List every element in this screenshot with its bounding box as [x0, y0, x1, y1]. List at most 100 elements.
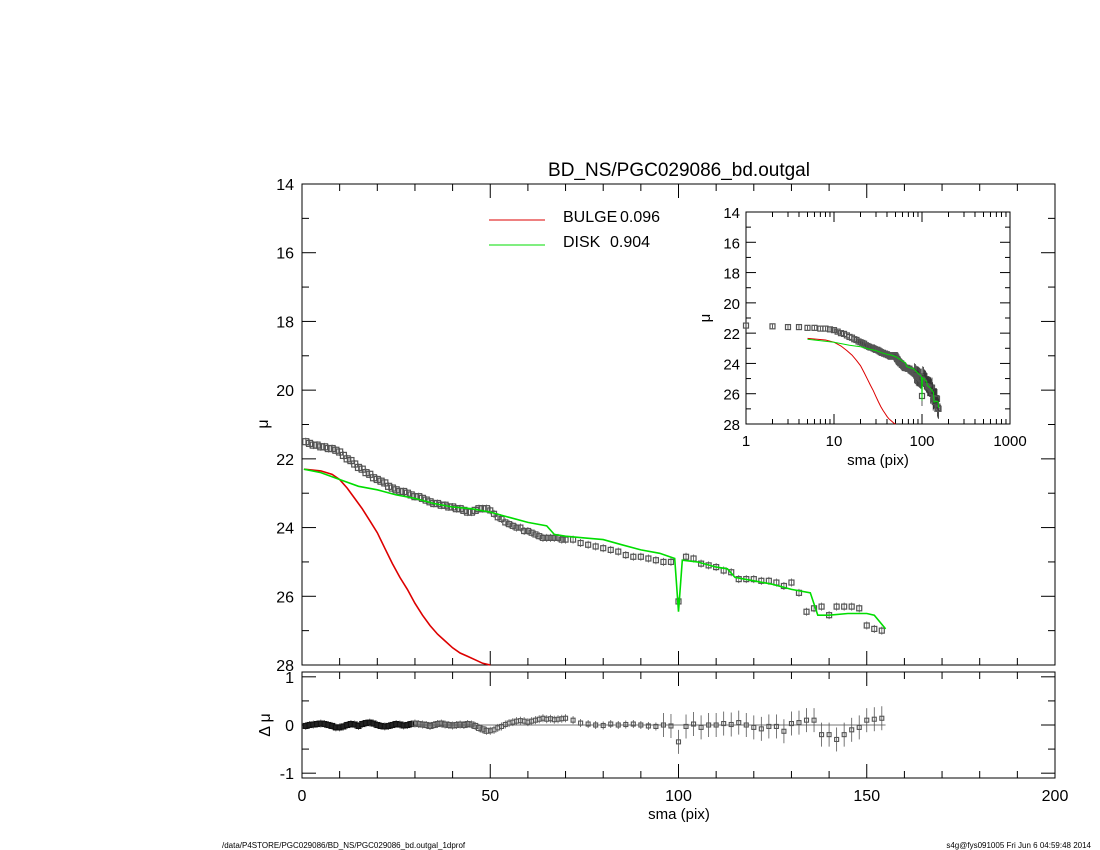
- data-point: [871, 625, 878, 633]
- residual-point: [683, 723, 689, 729]
- residual-point: [472, 722, 479, 730]
- residual-point: [453, 721, 460, 729]
- data-point: [645, 555, 652, 562]
- data-point: [788, 579, 795, 586]
- inset-ytick-label: 24: [723, 356, 740, 373]
- data-point: [328, 444, 336, 453]
- residual-point: [691, 721, 697, 727]
- data-point: [305, 439, 314, 447]
- residual-point: [600, 722, 606, 729]
- residual-point: [468, 721, 475, 728]
- data-point: [392, 486, 400, 494]
- data-point: [452, 505, 460, 513]
- residual-point: [460, 721, 467, 729]
- residual-ytick-label: 0: [285, 718, 294, 735]
- data-point: [630, 553, 637, 560]
- data-point: [502, 519, 509, 526]
- residual-point: [736, 720, 742, 726]
- data-point: [384, 482, 393, 490]
- residual-point: [819, 732, 825, 738]
- main-ytick-label: 28: [276, 658, 294, 675]
- inset-plot-frame: [745, 211, 1011, 425]
- inset-xtick-label: 1000: [993, 433, 1026, 450]
- residual-point: [438, 720, 445, 727]
- inset-ylabel: μ: [697, 314, 714, 323]
- data-point: [818, 603, 825, 610]
- residual-point: [411, 720, 419, 727]
- inset-ytick-label: 14: [723, 205, 740, 222]
- legend-disk-label: DISK: [563, 234, 601, 251]
- data-point: [354, 463, 363, 472]
- data-point: [539, 534, 547, 541]
- residual-point: [841, 732, 847, 738]
- data-point: [848, 603, 855, 610]
- residual-point: [445, 721, 452, 729]
- data-point: [758, 577, 765, 584]
- main-ytick-label: 14: [276, 177, 294, 194]
- data-point: [607, 546, 614, 554]
- data-point: [411, 493, 419, 501]
- residual-point: [479, 726, 486, 733]
- residual-point: [826, 732, 832, 738]
- residual-xtick-label: 100: [665, 788, 692, 805]
- main-ytick-label: 16: [276, 246, 294, 263]
- data-point: [320, 443, 329, 451]
- main-ytick-label: 20: [276, 383, 294, 400]
- data-point: [551, 534, 558, 541]
- residual-point: [442, 721, 449, 728]
- residual-point: [864, 717, 870, 723]
- main-ytick-label: 22: [276, 452, 294, 469]
- residual-point: [483, 727, 490, 734]
- main-ytick-label: 26: [276, 589, 294, 606]
- data-point: [682, 553, 690, 560]
- residual-point: [879, 715, 885, 721]
- data-point: [343, 455, 351, 463]
- residual-point: [408, 720, 415, 728]
- footer-path: /data/P4STORE/PGC029086/BD_NS/PGC029086_…: [222, 841, 466, 850]
- residual-point: [630, 721, 636, 727]
- residual-point: [758, 726, 764, 732]
- residual-point: [608, 721, 614, 727]
- residual-xtick-label: 0: [298, 788, 307, 805]
- chart-title: BD_NS/PGC029086_bd.outgal: [548, 160, 810, 181]
- residual-xlabel: sma (pix): [648, 806, 710, 823]
- disk-line: [303, 468, 887, 630]
- residual-point: [585, 721, 591, 727]
- residual-point: [645, 723, 651, 729]
- inset-data-point: [811, 324, 818, 331]
- data-point: [622, 551, 629, 559]
- data-point: [803, 608, 810, 615]
- data-point: [400, 487, 408, 496]
- inset-data-point: [834, 328, 841, 335]
- data-point: [388, 484, 396, 492]
- main-panel: 14 16 18 20 22 24 26 28: [276, 177, 1056, 675]
- residual-point: [430, 721, 437, 729]
- residual-point: [593, 722, 599, 728]
- data-point: [396, 487, 404, 496]
- inset-data-point: [784, 323, 792, 331]
- legend-bulge-value: 0.096: [620, 209, 660, 226]
- inset-data-point: [769, 323, 776, 330]
- main-ytick-label: 18: [276, 314, 294, 331]
- data-point: [863, 622, 870, 629]
- inset-bulge-line: [807, 337, 896, 425]
- data-point: [558, 536, 565, 543]
- residual-point: [675, 739, 682, 745]
- residual-point: [449, 722, 456, 729]
- residual-point: [668, 723, 674, 729]
- residual-point: [856, 724, 862, 730]
- residual-point: [773, 723, 779, 729]
- data-point: [600, 545, 607, 552]
- data-point: [585, 541, 592, 548]
- inset-ytick-label: 22: [723, 326, 740, 343]
- data-point: [615, 548, 622, 555]
- data-point: [317, 443, 325, 451]
- residual-point: [743, 722, 749, 728]
- data-point: [667, 558, 675, 566]
- residual-point: [706, 722, 712, 728]
- data-point: [660, 558, 667, 566]
- residual-point: [464, 720, 471, 728]
- data-point: [369, 474, 378, 482]
- legend: BULGE 0.096 DISK 0.904: [489, 209, 660, 251]
- data-point: [637, 553, 644, 560]
